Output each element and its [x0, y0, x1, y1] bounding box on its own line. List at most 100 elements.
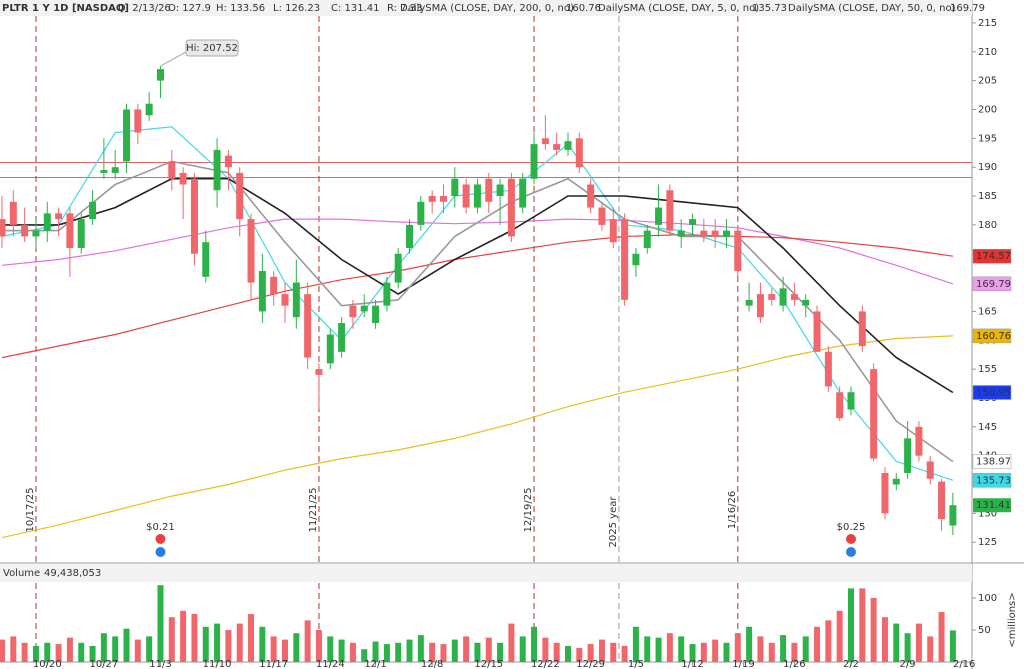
volume-tick-label: 100 — [978, 593, 997, 604]
volume-bar — [598, 639, 605, 662]
candle-body — [134, 109, 142, 133]
volume-bar — [712, 639, 719, 662]
date-line-label: 10/17/25 — [25, 488, 36, 533]
candle-body — [349, 305, 357, 318]
candle-body — [247, 219, 255, 283]
volume-bar — [904, 633, 911, 662]
candle-body — [813, 311, 821, 352]
y-tick-label: 190 — [978, 162, 997, 173]
y-tick-label: 215 — [978, 18, 997, 29]
volume-bar — [21, 642, 28, 662]
price-badge — [972, 248, 1012, 264]
volume-bar — [338, 639, 345, 662]
candle-body — [9, 201, 17, 225]
event-label: $0.25 — [837, 522, 866, 533]
candle-body — [507, 178, 515, 237]
volume-bar — [406, 639, 413, 662]
candle-body — [824, 351, 832, 387]
y-tick-label: 205 — [978, 76, 997, 87]
header-item: O: 127.9 — [168, 3, 211, 14]
volume-bar — [644, 636, 651, 662]
price-badge-label: 174.57 — [976, 251, 1011, 262]
candle-body — [632, 253, 640, 266]
volume-last: 49,438,053 — [44, 568, 101, 579]
volume-bar — [836, 610, 843, 662]
volume-bar — [191, 613, 198, 662]
volume-bar — [949, 630, 956, 662]
candle-body — [926, 461, 934, 479]
header-item: H: 133.56 — [216, 3, 265, 14]
candle-body — [145, 103, 153, 116]
candle-body — [338, 322, 346, 352]
volume-bar — [655, 637, 662, 662]
x-tick-label: 12/15 — [474, 659, 503, 669]
y-tick-label: 185 — [978, 191, 997, 202]
volume-bar — [349, 642, 356, 662]
y-tick-label: 210 — [978, 47, 997, 58]
volume-bar — [10, 636, 17, 662]
candle-body — [406, 224, 414, 248]
candle-body — [32, 230, 40, 237]
y-tick-label: 180 — [978, 220, 997, 231]
high-annotation-box — [185, 39, 239, 57]
candle-body — [372, 305, 380, 323]
candle-body — [541, 138, 549, 145]
volume-unit: <millions> — [1007, 592, 1018, 647]
volume-bar — [881, 617, 888, 662]
volume-bar — [44, 642, 51, 662]
header-study-value: 135.73 — [752, 3, 787, 14]
volume-bar — [802, 636, 809, 662]
candle-body — [383, 282, 391, 306]
price-badge-label: 138.97 — [976, 457, 1011, 468]
candle-body — [790, 294, 798, 300]
volume-bar — [825, 620, 832, 662]
volume-bar — [66, 637, 73, 662]
x-tick-label: 12/8 — [421, 659, 443, 669]
candle-body — [43, 213, 51, 231]
candle-body — [394, 253, 402, 283]
volume-title: Volume — [3, 568, 40, 579]
header-item: L: 126.23 — [273, 3, 320, 14]
volume-bar — [304, 620, 311, 662]
volume-bar — [689, 644, 696, 662]
candle-body — [836, 392, 844, 419]
volume-bar — [768, 642, 775, 662]
high-annotation-leader — [160, 51, 187, 67]
candle-body — [0, 219, 6, 237]
candle-body — [609, 219, 617, 243]
candle-body — [666, 190, 674, 231]
candle-body — [89, 201, 97, 220]
candle-body — [213, 149, 221, 191]
candle-body — [598, 207, 606, 225]
header-bar — [0, 0, 972, 16]
candle-body — [870, 369, 878, 459]
volume-bar — [293, 633, 300, 662]
candle-body — [417, 201, 425, 225]
volume-bar — [225, 629, 232, 662]
volume-bar — [870, 597, 877, 662]
volume-bar — [134, 639, 141, 662]
volume-bar — [927, 636, 934, 662]
candle-body — [168, 161, 176, 179]
x-tick-label: 12/29 — [576, 659, 605, 669]
volume-bar — [508, 623, 515, 662]
x-tick-label: 2/16 — [953, 659, 975, 669]
candle-body — [315, 369, 323, 375]
candle-body — [485, 178, 493, 202]
candle-body — [100, 170, 108, 173]
volume-bar — [395, 642, 402, 662]
candle-body — [587, 184, 595, 208]
candle-body — [473, 184, 481, 208]
candle-body — [915, 426, 923, 456]
volume-bar — [112, 636, 119, 662]
candle-body — [111, 167, 119, 173]
x-tick-label: 2/2 — [843, 659, 859, 669]
high-annotation: Hi: 207.52 — [186, 43, 238, 54]
y-tick-label: 165 — [978, 306, 997, 317]
year-line-label: 2025 year — [608, 496, 619, 548]
volume-bar — [451, 639, 458, 662]
candle-body — [858, 311, 866, 347]
candle-body — [643, 230, 651, 248]
volume-bar — [180, 610, 187, 662]
